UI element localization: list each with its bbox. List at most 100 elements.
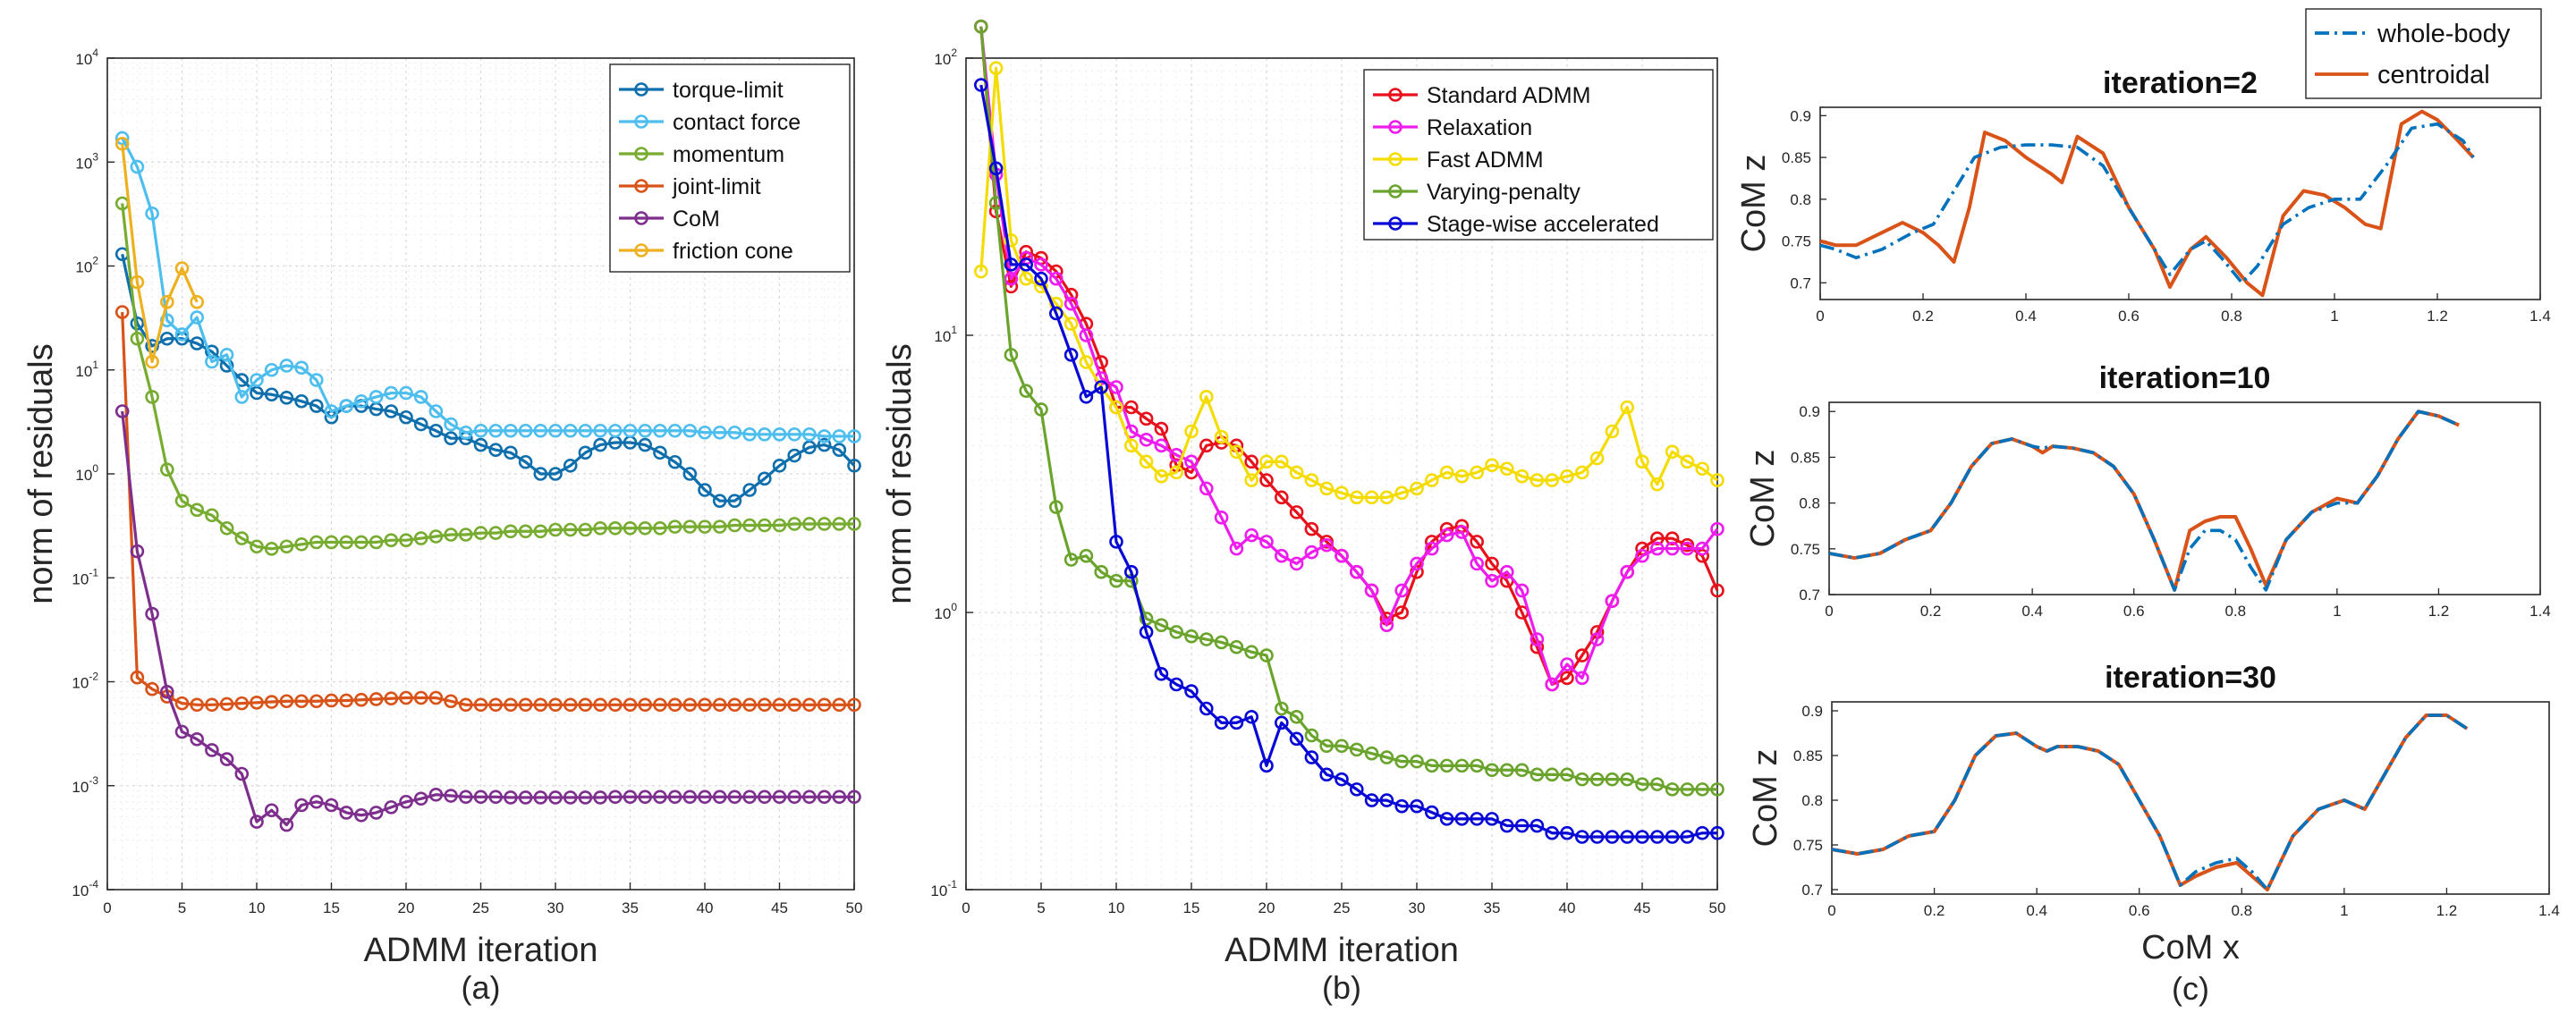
panel-a-point-com: [399, 794, 413, 809]
panel-a-point-torque-limit: [399, 409, 413, 425]
panel-b-point-relaxation: [1560, 657, 1574, 671]
panel-a-point-joint-limit: [264, 695, 279, 709]
panel-b-point-standard-admm: [1470, 535, 1484, 549]
panel-b-y-tick-exponent: 0: [951, 601, 957, 613]
panel-a-y-tick-exponent: 0: [92, 462, 98, 475]
panel-c2-x-tick-label: 1: [2333, 603, 2341, 620]
panel-b-point-relaxation: [1304, 545, 1319, 560]
panel-b-point-varying-penalty: [1665, 782, 1680, 797]
panel-b-point-relaxation: [1079, 328, 1094, 342]
panel-c2-y-tick-label: 0.75: [1791, 541, 1820, 558]
panel-a-point-momentum: [399, 533, 413, 547]
panel-a-point-com: [428, 787, 444, 802]
panel-a-point-momentum: [354, 535, 369, 550]
panel-a-point-friction-cone: [190, 295, 204, 309]
panel-c2-x-tick-label: 1.4: [2529, 603, 2551, 620]
panel-a-point-friction-cone: [174, 261, 190, 275]
panel-a-point-joint-limit: [145, 681, 159, 697]
panel-a-point-torque-limit: [802, 440, 817, 455]
panel-a-point-momentum: [413, 531, 428, 545]
panel-b-y-tick-label: 100: [934, 601, 957, 622]
panel-a-point-contact-force: [607, 423, 623, 438]
panel-b-point-varying-penalty: [1154, 618, 1169, 632]
panel-b-point-varying-penalty: [1500, 763, 1514, 778]
panel-a-point-torque-limit: [832, 443, 847, 458]
panel-b-point-fast-admm: [1575, 465, 1589, 480]
panel-c3-y-axis-label: CoM z: [1747, 749, 1784, 848]
panel-a-series-contact-force: [114, 131, 861, 443]
panel-a-point-momentum: [832, 517, 847, 531]
panel-b-point-varying-penalty: [1545, 767, 1559, 782]
panel-a-point-joint-limit: [727, 697, 742, 713]
panel-a-point-joint-limit: [473, 697, 488, 713]
panel-c2-axes-frame: [1828, 401, 2541, 595]
panel-b-point-fast-admm: [1304, 473, 1319, 487]
panel-b-point-relaxation: [1004, 271, 1019, 286]
panel-a-point-com: [205, 743, 219, 757]
panel-b-line-fast-admm: [979, 66, 1718, 499]
panel-a-point-joint-limit: [667, 697, 682, 713]
panel-a-point-torque-limit: [772, 458, 787, 473]
panel-b-point-stage-wise-accelerated: [1319, 767, 1334, 782]
panel-b-y-tick-label: 102: [934, 46, 957, 68]
panel-a-point-friction-cone: [160, 295, 174, 309]
panel-b-point-fast-admm: [1350, 490, 1364, 505]
panel-b-point-stage-wise-accelerated: [1470, 812, 1484, 826]
panel-a-series-joint-limit: [114, 305, 861, 713]
panel-a-point-com: [458, 789, 473, 805]
panel-c-iteration-2-chart: 0 0.2 0.4 0.6 0.8 1 1.2 1.4 0.7 0.75 0.8 0.85 0.9 ite…: [1735, 66, 2551, 325]
panel-b-point-fast-admm: [1695, 461, 1709, 477]
panel-c1-line-centroidal: [1819, 109, 2475, 298]
panel-b-point-relaxation: [1635, 548, 1649, 563]
panel-a-point-torque-limit: [712, 494, 727, 508]
panel-c2-y-tick-label: 0.85: [1791, 449, 1820, 466]
panel-b-point-stage-wise-accelerated: [1620, 830, 1634, 844]
panel-b-point-standard-admm: [1124, 400, 1139, 415]
panel-a-point-joint-limit: [309, 694, 324, 709]
panel-a-point-contact-force: [294, 360, 309, 376]
panel-b-point-fast-admm: [1665, 444, 1680, 460]
panel-a-point-joint-limit: [399, 690, 413, 705]
panel-a-y-tick-base: 10: [75, 51, 92, 68]
panel-a-point-torque-limit: [847, 458, 861, 473]
panel-a-point-momentum: [219, 520, 234, 536]
panel-a-series-torque-limit: [114, 247, 861, 508]
panel-b-point-standard-admm: [1665, 531, 1680, 545]
panel-b-y-tick-base: 10: [934, 328, 951, 345]
panel-b-x-tick-label: 10: [1108, 899, 1125, 916]
panel-a-point-momentum: [130, 331, 145, 346]
panel-b-point-fast-admm: [1289, 465, 1304, 480]
panel-b-point-relaxation: [1575, 671, 1589, 686]
panel-a-y-tick-exponent: 1: [92, 359, 98, 371]
panel-a-point-contact-force: [518, 423, 533, 438]
panel-c3-y-tick-label: 0.7: [1801, 882, 1823, 899]
panel-b-point-stage-wise-accelerated: [1154, 666, 1169, 681]
panel-b-x-tick-label: 35: [1484, 899, 1501, 916]
panel-a-point-contact-force: [563, 423, 578, 438]
panel-b-point-relaxation: [1439, 528, 1454, 543]
panel-b-point-relaxation: [1289, 556, 1304, 571]
panel-b-point-stage-wise-accelerated: [1680, 830, 1695, 844]
panel-b-line-stage-wise-accelerated: [979, 84, 1717, 839]
panel-a-y-tick-exponent: 3: [92, 150, 98, 163]
panel-c1-y-tick-label: 0.8: [1790, 191, 1811, 208]
panel-b-point-relaxation: [1589, 632, 1605, 646]
panel-b-y-tick-exponent: 1: [951, 324, 957, 336]
panel-b-point-fast-admm: [1379, 490, 1394, 505]
panel-b-point-fast-admm: [1169, 465, 1183, 480]
panel-b-point-stage-wise-accelerated: [1214, 715, 1229, 730]
panel-b-point-fast-admm: [1214, 429, 1229, 444]
panel-a-point-contact-force: [698, 425, 712, 440]
panel-a-point-com: [698, 789, 712, 805]
panel-a-y-tick-label: 103: [75, 150, 98, 172]
panel-a-point-friction-cone: [145, 354, 159, 369]
panel-a-point-joint-limit: [219, 697, 234, 712]
panel-c3-title: iteration=30: [2105, 661, 2276, 695]
panel-a-point-contact-force: [623, 423, 638, 438]
panel-b-point-varying-penalty: [1650, 777, 1665, 791]
panel-b-point-relaxation: [1199, 481, 1214, 496]
panel-b-point-varying-penalty: [1680, 782, 1695, 797]
panel-a-point-momentum: [578, 522, 593, 537]
panel-a-point-momentum: [145, 390, 159, 404]
panel-a-point-momentum: [593, 520, 607, 536]
